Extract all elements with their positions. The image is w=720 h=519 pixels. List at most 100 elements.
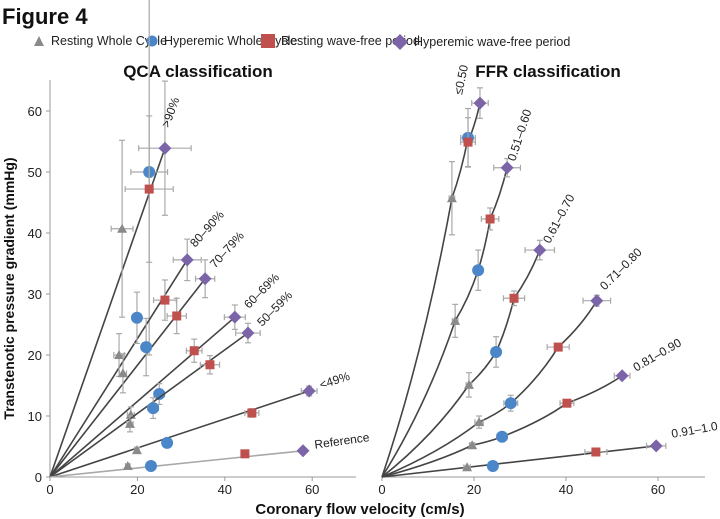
data-point-diamond [198, 272, 212, 286]
data-point-square [591, 447, 601, 457]
data-point-square [509, 293, 519, 303]
data-point-square [553, 342, 563, 352]
fit-line [381, 249, 541, 478]
fit-line [381, 445, 657, 478]
x-tick-label: 40 [559, 482, 573, 497]
data-point-diamond [296, 444, 310, 458]
group-label: 0.61–0.70 [540, 191, 578, 245]
fit-line [381, 102, 481, 478]
group-label: 0.51–0.60 [505, 107, 535, 162]
y-tick-label: 60 [28, 104, 42, 119]
data-point-circle [153, 388, 166, 401]
data-point-triangle [462, 462, 473, 472]
legend: Resting Whole Cycle Hyperemic Whole Cycl… [0, 34, 720, 54]
series-group: 0.91–1.0 [381, 419, 719, 478]
fit-line [49, 147, 166, 478]
group-label: Reference [313, 430, 370, 452]
data-point-diamond [533, 243, 547, 257]
group-label: 0.71–0.80 [597, 245, 645, 293]
x-tick-label: 0 [46, 482, 53, 497]
legend-label: Hyperemic wave-free period [414, 35, 571, 49]
group-label: 0.91–1.0 [670, 419, 719, 441]
data-point-triangle [117, 223, 128, 233]
data-point-square [485, 214, 495, 224]
y-tick-label: 30 [28, 287, 42, 302]
x-tick-label: 40 [218, 482, 232, 497]
data-point-diamond [158, 141, 172, 155]
y-tick-label: 20 [28, 348, 42, 363]
panel-title: QCA classification [123, 62, 273, 81]
data-point-diamond [615, 369, 629, 383]
triangle-marker-icon [34, 36, 44, 46]
data-point-diamond [241, 326, 255, 340]
data-point-triangle [446, 193, 457, 203]
data-point-diamond [228, 310, 242, 324]
data-point-square [172, 311, 182, 321]
series-group: ≤0.50 [381, 63, 489, 478]
data-point-circle [130, 311, 143, 324]
group-label: ≤0.50 [451, 63, 471, 96]
x-tick-label: 20 [130, 482, 144, 497]
data-point-circle [490, 345, 503, 358]
series-group: >90% [49, 0, 192, 478]
fit-line [49, 316, 236, 478]
data-point-square [144, 184, 154, 194]
data-point-circle [472, 264, 485, 277]
group-label: 80–90% [187, 208, 227, 250]
diamond-marker-icon [392, 34, 408, 50]
x-tick-label: 60 [651, 482, 665, 497]
y-tick-label: 10 [28, 409, 42, 424]
data-point-circle [496, 430, 509, 443]
data-point-diamond [302, 384, 316, 398]
figure-title: Figure 4 [2, 4, 88, 29]
legend-item-resting-whole-cycle: Resting Whole Cycle [33, 34, 167, 48]
data-point-square [562, 398, 572, 408]
group-label: <49% [318, 369, 352, 392]
data-point-circle [144, 460, 157, 473]
fit-line [381, 375, 623, 478]
data-point-diamond [180, 253, 194, 267]
y-axis-title: Transtenotic pressure gradient (mmHg) [1, 157, 17, 419]
legend-item-hyperemic-wave-free-period: Hyperemic wave-free period [392, 34, 570, 50]
y-tick-label: 50 [28, 165, 42, 180]
reference-line [49, 449, 304, 478]
data-point-circle [486, 460, 499, 473]
data-point-triangle [474, 417, 485, 427]
data-point-triangle [131, 445, 142, 455]
group-label: 70–79% [207, 228, 247, 270]
data-point-diamond [590, 294, 604, 308]
fit-line [49, 390, 310, 478]
series-group: 80–90% [49, 208, 227, 478]
data-point-circle [147, 402, 160, 415]
data-point-circle [504, 397, 517, 410]
series-group: 0.51–0.60 [381, 107, 535, 478]
fit-line [381, 167, 508, 478]
x-tick-label: 0 [378, 482, 385, 497]
data-point-square [160, 295, 170, 305]
data-point-diamond [500, 161, 514, 175]
data-point-circle [140, 341, 153, 354]
data-point-triangle [124, 418, 135, 428]
data-point-square [205, 360, 215, 370]
series-group: 70–79% [49, 228, 247, 478]
qca-panel: QCA classification 0 20 40 60 0 10 20 30 40 50 60 Tr… [1, 0, 465, 518]
series-group: 0.61–0.70 [381, 191, 578, 478]
data-point-triangle [114, 350, 125, 359]
x-tick-label: 60 [305, 482, 319, 497]
legend-label: Resting Whole Cycle [51, 34, 168, 48]
data-point-circle [161, 436, 174, 449]
group-label: 0.81–0.90 [631, 335, 685, 374]
data-point-square [463, 137, 473, 147]
x-tick-label: 20 [467, 482, 481, 497]
fit-line [381, 300, 598, 478]
data-point-triangle [463, 379, 474, 389]
data-point-square [247, 408, 257, 418]
data-point-triangle [450, 315, 461, 325]
data-point-square [240, 449, 250, 459]
data-point-diamond [473, 96, 487, 110]
data-point-triangle [467, 440, 478, 450]
panel-title: FFR classification [475, 62, 620, 81]
group-label: >90% [159, 95, 183, 129]
